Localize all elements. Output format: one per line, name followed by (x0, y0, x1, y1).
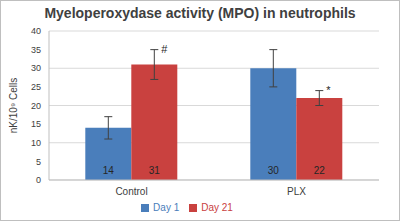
svg-text:30: 30 (31, 63, 41, 73)
svg-text:20: 20 (31, 101, 41, 111)
html-text:Myeloperoxydase activity (MPO): Myeloperoxydase activity (MPO) in neutro… (44, 5, 356, 21)
svg-text:0: 0 (36, 175, 41, 185)
svg-text:30: 30 (268, 165, 280, 176)
svg-text:10: 10 (31, 138, 41, 148)
svg-text:PLX: PLX (287, 186, 306, 197)
svg-text:40: 40 (31, 26, 41, 36)
html-text:Day 21: Day 21 (201, 202, 233, 213)
svg-text:35: 35 (31, 45, 41, 55)
html-text:Day 1: Day 1 (153, 202, 180, 213)
svg-text:*: * (326, 84, 331, 96)
svg-text:15: 15 (31, 119, 41, 129)
svg-text:5: 5 (36, 157, 41, 167)
svg-text:31: 31 (149, 165, 161, 176)
svg-text:Control: Control (115, 186, 147, 197)
svg-text:nK/10⁹ Cells: nK/10⁹ Cells (8, 78, 19, 133)
svg-text:22: 22 (314, 165, 326, 176)
svg-text:25: 25 (31, 82, 41, 92)
svg-text:#: # (161, 43, 168, 55)
svg-text:14: 14 (103, 165, 115, 176)
